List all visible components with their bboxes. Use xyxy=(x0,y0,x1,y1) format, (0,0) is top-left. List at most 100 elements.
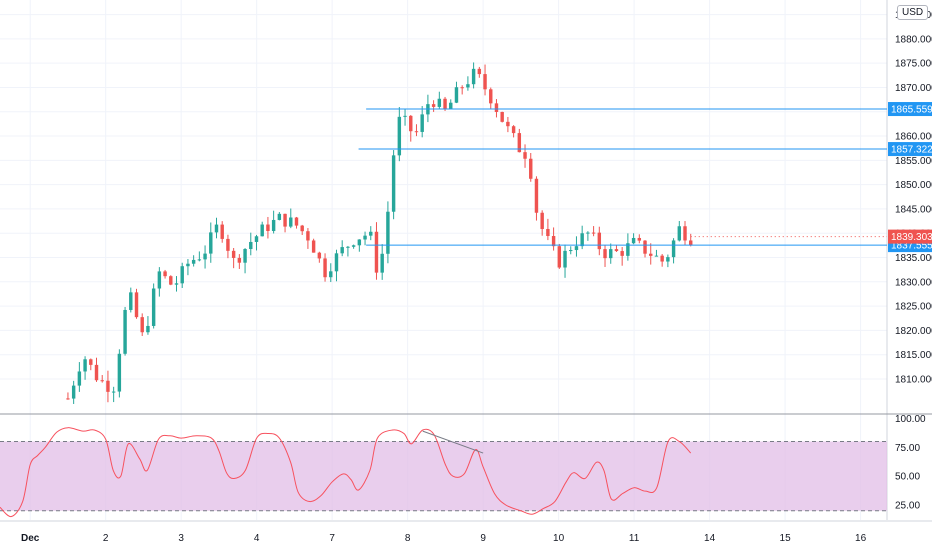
candle-body xyxy=(329,271,333,278)
oscillator-line xyxy=(0,427,692,518)
candle-body xyxy=(563,250,567,268)
candle-body xyxy=(66,398,70,400)
candle-body xyxy=(380,253,384,273)
candle-body xyxy=(363,235,367,240)
candle-body xyxy=(209,232,213,254)
candle-body xyxy=(437,98,442,107)
candle-body xyxy=(597,232,602,250)
candle-body xyxy=(551,236,556,247)
oscillator-pane[interactable] xyxy=(0,427,887,518)
candle-body xyxy=(289,217,293,227)
candle-body xyxy=(449,102,453,109)
candle-body xyxy=(689,240,693,246)
candle-body xyxy=(523,152,527,159)
candle-body xyxy=(254,236,259,242)
oscillator-tick-label: 100.00 xyxy=(895,414,926,425)
candle-body xyxy=(271,219,276,232)
candle-body xyxy=(609,249,613,259)
candle-body xyxy=(614,249,619,252)
candle-body xyxy=(243,249,247,263)
candle-body xyxy=(169,276,173,285)
candle-body xyxy=(569,250,573,252)
candle-body xyxy=(306,231,310,241)
candle-body xyxy=(180,266,184,284)
price-tick-label: 1835.000 xyxy=(895,253,932,264)
candle-body xyxy=(163,271,167,277)
candle-body xyxy=(220,224,224,239)
horizontal-line-label: 1837.555 xyxy=(891,241,932,252)
price-tick-label: 1825.000 xyxy=(895,302,932,313)
candle-body xyxy=(369,231,373,236)
candle-body xyxy=(214,224,219,233)
horizontal-line-label-bg xyxy=(888,102,932,117)
currency-badge[interactable]: USD xyxy=(897,5,929,20)
oscillator-tick-label: 50.00 xyxy=(895,472,920,483)
candle-body xyxy=(420,114,424,132)
candle-body xyxy=(466,84,470,88)
candle-body xyxy=(471,68,476,85)
candle-body xyxy=(94,364,99,381)
candle-body xyxy=(631,237,636,244)
candle-body xyxy=(677,226,682,241)
candle-body xyxy=(300,225,304,232)
horizontal-line-label: 1865.559 xyxy=(891,105,932,116)
candle-body xyxy=(654,255,659,257)
candle-body xyxy=(409,115,413,132)
candle-body xyxy=(134,292,139,318)
candle-body xyxy=(454,87,459,103)
candle-body xyxy=(340,247,344,254)
price-tick-label: 1870.000 xyxy=(895,83,932,94)
candle-body xyxy=(117,353,122,392)
candle-body xyxy=(483,74,487,90)
candle-body xyxy=(266,224,270,232)
price-tick-label: 1850.000 xyxy=(895,180,932,191)
time-tick-label: Dec xyxy=(21,533,40,544)
time-tick-label: 2 xyxy=(103,533,109,544)
price-pane[interactable] xyxy=(66,62,887,404)
price-tick-label: 1815.000 xyxy=(895,350,932,361)
time-tick-label: 15 xyxy=(780,533,792,544)
candle-body xyxy=(534,178,539,213)
candle-body xyxy=(494,103,499,112)
candle-body xyxy=(620,251,624,256)
divergence-line[interactable] xyxy=(422,430,484,454)
candle-body xyxy=(129,292,133,310)
candle-body xyxy=(174,283,179,285)
candle-body xyxy=(374,231,379,273)
price-axis[interactable]: 1885.0001880.0001875.0001870.0001865.000… xyxy=(895,10,932,385)
candle-body xyxy=(83,359,87,372)
candle-body xyxy=(231,250,236,258)
candle-body xyxy=(477,68,482,75)
candle-body xyxy=(237,257,242,263)
candle-body xyxy=(500,111,504,122)
candle-body xyxy=(511,126,516,134)
candle-body xyxy=(414,131,419,133)
price-tick-label: 1820.000 xyxy=(895,326,932,337)
candle-body xyxy=(71,385,76,399)
candle-body xyxy=(557,246,562,268)
candle-body xyxy=(357,239,362,246)
candle-body xyxy=(666,257,670,262)
candle-body xyxy=(626,243,630,256)
candle-body xyxy=(277,213,282,220)
candle-body xyxy=(197,259,202,261)
candle-body xyxy=(643,240,647,254)
candle-body xyxy=(489,89,493,104)
candle-body xyxy=(637,237,642,241)
price-tick-label: 1875.000 xyxy=(895,59,932,70)
candle-body xyxy=(683,226,687,241)
candle-body xyxy=(346,246,350,248)
candle-body xyxy=(249,241,253,250)
time-axis[interactable]: Dec 2 3 4 7 8 9 10 11 14 15 16 xyxy=(21,533,867,544)
grid xyxy=(0,0,932,522)
oscillator-axis[interactable]: 100.00 75.00 50.00 25.00 xyxy=(895,414,926,512)
horizontal-line-label: 1857.322 xyxy=(891,145,932,156)
candle-body xyxy=(146,325,150,333)
price-tick-label: 1860.000 xyxy=(895,132,932,143)
candle-body xyxy=(603,249,607,259)
candle-body xyxy=(100,380,104,382)
candle-body xyxy=(294,217,299,226)
price-tick-label: 1880.000 xyxy=(895,34,932,45)
